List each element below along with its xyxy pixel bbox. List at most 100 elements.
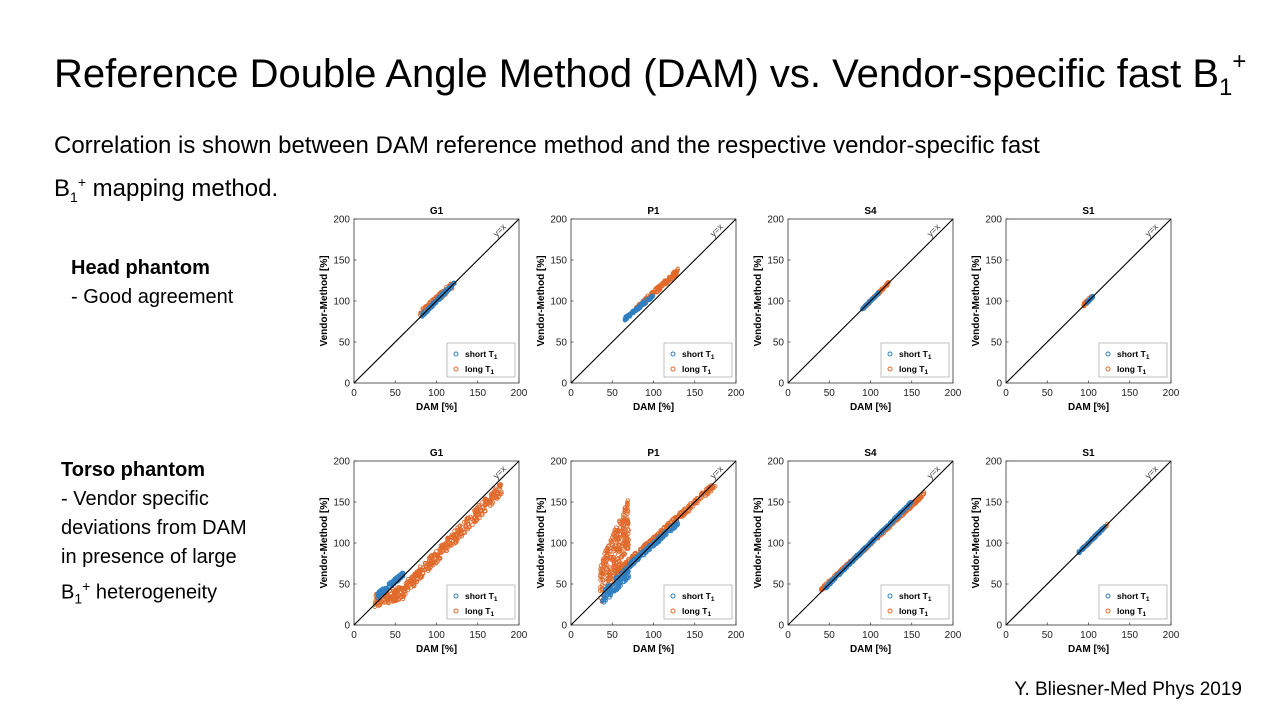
scatter-panel-head-s4: 00 50 50 100 100 150 150 200 200 S4 DAM [%] Vendor-… (753, 206, 962, 413)
data-point (464, 516, 470, 521)
data-point (893, 516, 899, 521)
scatter-panel-head-p1: 00 50 50 100 100 150 150 200 200 P1 DAM [%] Vendor-… (536, 206, 745, 413)
panel-title: S1 (1082, 206, 1095, 217)
legend-label: long T1 (899, 606, 929, 618)
x-tick-label: 100 (428, 388, 445, 399)
torso-note-line-4: B1+ heterogeneity (61, 572, 301, 614)
data-point (626, 537, 631, 543)
y-tick-label: 0 (778, 379, 784, 390)
data-point (1104, 521, 1110, 527)
data-point (598, 570, 604, 576)
data-point (386, 584, 392, 589)
y-tick-label: 200 (767, 457, 784, 468)
y-tick-label: 100 (767, 297, 784, 308)
data-point (625, 313, 631, 319)
x-tick-label: 100 (1080, 388, 1097, 399)
data-point (609, 535, 615, 540)
y-tick-label: 100 (985, 297, 1002, 308)
y-tick-label: 100 (550, 297, 567, 308)
x-axis-label: DAM [%] (633, 644, 674, 655)
head-phantom-heading: Head phantom (71, 257, 210, 279)
data-point (613, 529, 619, 535)
data-point (647, 538, 653, 543)
x-tick-label: 200 (1163, 630, 1180, 641)
data-point (605, 546, 610, 551)
data-point (867, 299, 873, 304)
data-point (693, 498, 698, 503)
data-point (633, 558, 639, 563)
data-point (1101, 525, 1106, 531)
points-group (372, 482, 504, 609)
data-point (604, 550, 610, 556)
x-tick-label: 0 (351, 630, 357, 641)
data-point (613, 542, 619, 547)
slide-title-subscript: 1 (1219, 74, 1233, 101)
data-point (597, 588, 603, 593)
data-point (855, 553, 861, 559)
head-phantom-note: - Good agreement (71, 286, 234, 308)
data-point (605, 548, 611, 553)
data-point (435, 297, 440, 302)
data-point (614, 547, 620, 553)
data-point (610, 532, 616, 537)
legend-box (880, 342, 950, 378)
series-short-t1 (600, 519, 681, 605)
y-tick-label: 50 (556, 580, 568, 591)
data-point (453, 537, 458, 543)
series-short-t1 (622, 293, 656, 323)
y-tick-label: 0 (344, 379, 350, 390)
data-point (640, 302, 645, 308)
data-point (412, 571, 418, 577)
x-tick-label: 150 (1121, 630, 1138, 641)
y-axis-label: Vendor-Method [%] (319, 255, 330, 346)
y-tick-label: 150 (767, 256, 784, 267)
data-point (623, 571, 628, 577)
citation: Y. Bliesner-Med Phys 2019 (1014, 679, 1242, 700)
data-point (602, 570, 608, 575)
y-axis-label: Vendor-Method [%] (753, 497, 764, 588)
legend-marker (453, 351, 459, 357)
x-tick-label: 50 (390, 630, 402, 641)
x-tick-label: 0 (1003, 630, 1009, 641)
data-point (646, 296, 652, 301)
data-point (452, 528, 457, 534)
panel-title: S4 (864, 448, 877, 459)
data-point (625, 516, 630, 521)
data-point (598, 577, 603, 583)
data-point (465, 526, 471, 532)
torso-note-line-2: deviations from DAM (61, 517, 247, 539)
data-point (1077, 549, 1082, 554)
x-tick-label: 0 (785, 630, 791, 641)
legend-marker (670, 351, 676, 357)
data-point (605, 577, 611, 583)
data-point (671, 275, 676, 280)
data-point (429, 562, 434, 567)
data-point (379, 599, 384, 605)
legend-marker (887, 351, 893, 357)
x-tick-label: 200 (728, 388, 745, 399)
y-tick-label: 0 (778, 621, 784, 632)
data-point (637, 553, 643, 559)
legend-marker (670, 593, 676, 599)
torso-b-subscript: 1 (74, 590, 83, 607)
series-long-t1 (372, 482, 504, 609)
y-tick-label: 0 (996, 621, 1002, 632)
x-tick-label: 50 (607, 630, 619, 641)
data-point (670, 272, 675, 277)
x-tick-label: 150 (686, 630, 703, 641)
intro-b-superscript: + (77, 174, 86, 190)
data-point (475, 512, 481, 517)
series-short-t1 (860, 290, 881, 312)
data-point (614, 587, 620, 592)
data-point (647, 547, 653, 552)
data-point (497, 483, 503, 489)
data-point (609, 555, 614, 560)
data-point (872, 536, 877, 541)
legend-marker (1105, 366, 1111, 372)
y-axis-label: Vendor-Method [%] (536, 497, 547, 588)
legend-box (1098, 584, 1168, 620)
torso-note-line-1: - Vendor specific (61, 488, 209, 510)
x-axis-label: DAM [%] (416, 644, 457, 655)
y-axis-label: Vendor-Method [%] (971, 497, 982, 588)
